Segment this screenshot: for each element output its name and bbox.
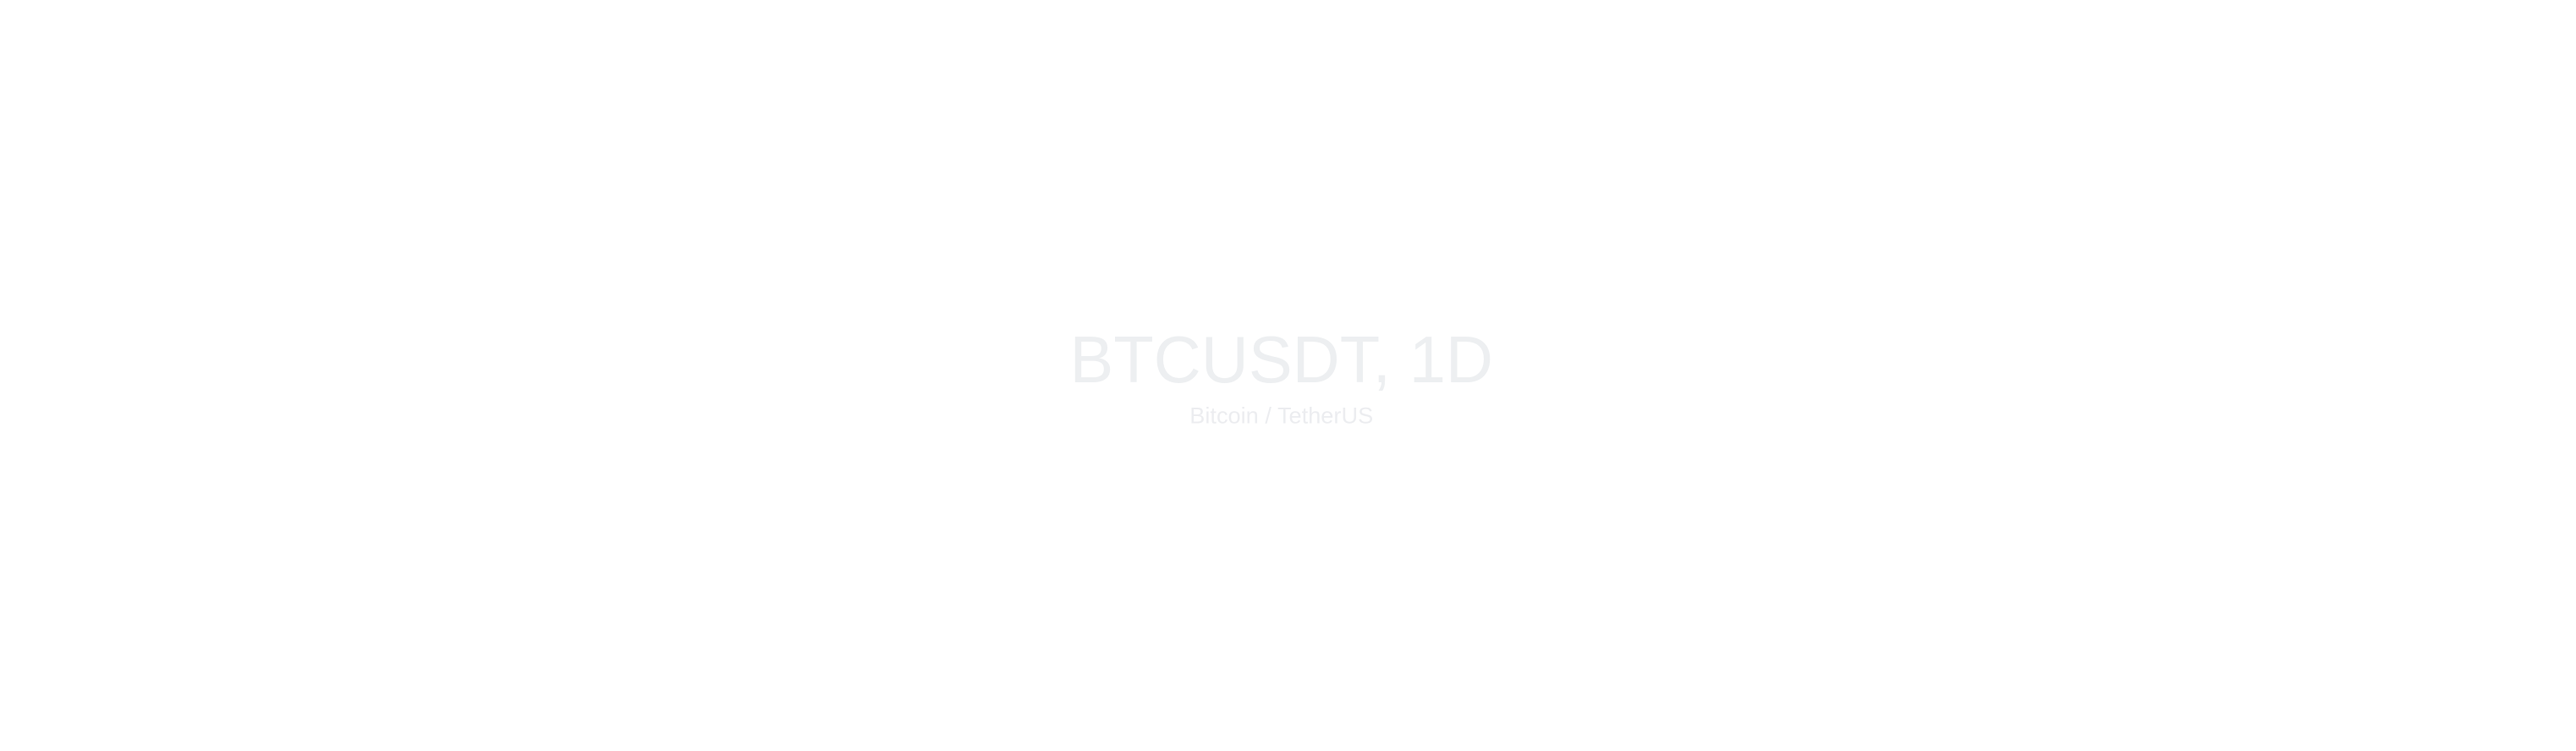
watermark-sub: Bitcoin / TetherUS [1189,403,1373,429]
watermark: BTCUSDT, 1D [1069,324,1493,397]
